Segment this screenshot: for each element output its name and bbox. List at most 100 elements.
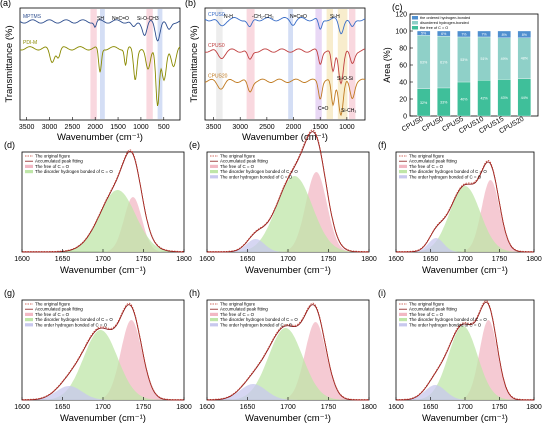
- xtick-label-h: 1700: [280, 404, 296, 411]
- band-b-2: [288, 9, 293, 119]
- xtick-label-f: 1750: [492, 256, 508, 263]
- legend-swatch-h: [210, 323, 218, 327]
- xtick-label-f: 1650: [423, 256, 439, 263]
- fit-component-e-1: [207, 176, 369, 252]
- xtick-label-d: 1700: [95, 256, 111, 263]
- legend-label-e: Accumulated peak fitting: [220, 159, 268, 164]
- fit-component-e-2: [207, 239, 369, 252]
- legend-swatch-c: [412, 16, 418, 20]
- original-curve-e: [207, 129, 369, 252]
- legend-swatch-i: [399, 318, 407, 322]
- plot-frame-b: [204, 7, 366, 121]
- bar-label: 6%: [441, 32, 447, 36]
- fit-component-g-2: [22, 386, 184, 400]
- band-b-0: [216, 9, 223, 119]
- fit-component-h-1: [207, 328, 369, 400]
- accumulated-fit-i: [396, 301, 534, 401]
- legend-label-f: The order hydrogen bonded of C = O: [409, 174, 482, 179]
- original-curve-f: [396, 160, 534, 252]
- plot-frame-a: [19, 7, 181, 121]
- bar-CPUS0-2: [416, 30, 431, 36]
- legend-label-i: The original figure: [409, 302, 445, 307]
- xtick-label-e: 1800: [361, 256, 377, 263]
- annotation-a-0: SH: [97, 16, 104, 22]
- panel-label-b: (b): [185, 0, 196, 8]
- xtick-label-a: 2500: [65, 124, 81, 131]
- legend-label-c: the free of C = O: [420, 26, 448, 30]
- legend-swatch-d: [25, 170, 33, 174]
- xtick-label-d: 1800: [176, 256, 192, 263]
- legend-swatch-h: [210, 318, 218, 322]
- xtick-label-f: 1800: [526, 256, 542, 263]
- fit-component-h-2: [207, 384, 369, 400]
- xtick-label-i: 1650: [423, 404, 439, 411]
- xtick-label-h: 1750: [321, 404, 337, 411]
- bar-label: 7%: [461, 32, 467, 36]
- xtick-label-a: 500: [158, 124, 170, 131]
- annotation-b-3: Si-H: [330, 14, 340, 20]
- xtick-label-b: 3500: [206, 124, 222, 131]
- legend-swatch-f: [399, 170, 407, 174]
- xtick-label-i: 1800: [526, 404, 542, 411]
- band-b-4: [326, 9, 333, 119]
- xtick-label-e: 1650: [240, 256, 256, 263]
- bar-CPUS20-2: [517, 30, 532, 38]
- bar-label: 61%: [440, 61, 448, 65]
- series-label-a-0: MPTMS: [23, 14, 42, 20]
- band-b-5: [337, 9, 348, 119]
- legend-label-g: The original figure: [35, 302, 71, 307]
- bar-label: 49%: [501, 57, 509, 61]
- legend-label-g: Accumulated peak fitting: [35, 307, 83, 312]
- legend-label-h: The order hydrogen bonded of C = O: [220, 322, 293, 327]
- ytick-label-c: 40: [399, 80, 407, 87]
- x-axis-title-i: Wavenumber (cm⁻¹): [422, 413, 508, 424]
- legend-label-i: The disorder hydrogen bonded of C = O: [409, 317, 487, 322]
- xtick-label-i: 1700: [457, 404, 473, 411]
- x-axis-title-g: Wavenumber (cm⁻¹): [60, 413, 146, 424]
- legend-swatch-c: [412, 26, 418, 30]
- xtick-label-a: 3500: [19, 124, 35, 131]
- spectrum-b-2: [204, 78, 366, 117]
- legend-label-g: The order hydrogen bonded of C = O: [35, 322, 108, 327]
- annotation-a-1: N=C=O: [112, 16, 129, 22]
- xtick-label-b: 1000: [339, 124, 355, 131]
- legend-swatch-f: [399, 175, 407, 179]
- legend-label-d: The original figure: [35, 154, 71, 159]
- annotation-a-2: Si-O-CH3: [137, 16, 159, 22]
- xtick-label-b: 2000: [286, 124, 302, 131]
- xtick-label-a: 1000: [133, 124, 149, 131]
- ytick-label-c: 20: [399, 97, 407, 104]
- ytick-label-c: 60: [399, 63, 407, 70]
- panel-label-a: (a): [0, 0, 11, 8]
- x-axis-title-d: Wavenumber (cm⁻¹): [60, 265, 146, 276]
- xtick-label-a: 1500: [110, 124, 126, 131]
- legend-swatch-f: [399, 164, 407, 168]
- series-label-b-1: CPUS0: [208, 43, 225, 49]
- bar-CPUS15-2: [497, 30, 511, 38]
- original-curve-i: [396, 300, 534, 400]
- xtick-label-d: 1750: [136, 256, 152, 263]
- x-axis-title-h: Wavenumber (cm⁻¹): [245, 413, 331, 424]
- legend-label-e: The order hydrogen bonded of C = O: [220, 174, 293, 179]
- original-curve-g: [22, 302, 184, 400]
- legend-label-e: The original figure: [220, 154, 256, 159]
- x-axis-title-a: Wavenumber (cm⁻¹): [57, 132, 143, 143]
- bar-label: 32%: [420, 101, 428, 105]
- legend-swatch-g: [25, 318, 33, 322]
- annotation-b-4: C=O: [318, 106, 329, 112]
- panel-label-c: (c): [392, 2, 403, 12]
- legend-label-i: Accumulated peak fitting: [409, 307, 457, 312]
- legend-label-c: disordered hydrogen-bonded: [420, 21, 469, 25]
- legend-swatch-g: [25, 323, 33, 327]
- xtick-label-e: 1700: [280, 256, 296, 263]
- spectrum-b-0: [204, 17, 366, 35]
- legend-label-g: The free of C = O: [35, 312, 70, 317]
- panel-label-g: (g): [4, 288, 15, 298]
- panel-label-f: (f): [378, 140, 387, 150]
- fit-component-f-2: [396, 238, 534, 252]
- band-b-3: [315, 9, 322, 119]
- series-label-a-1: PDI-M: [23, 40, 37, 46]
- legend-swatch-i: [399, 323, 407, 327]
- xtick-label-b: 1500: [312, 124, 328, 131]
- legend-label-f: Accumulated peak fitting: [409, 159, 457, 164]
